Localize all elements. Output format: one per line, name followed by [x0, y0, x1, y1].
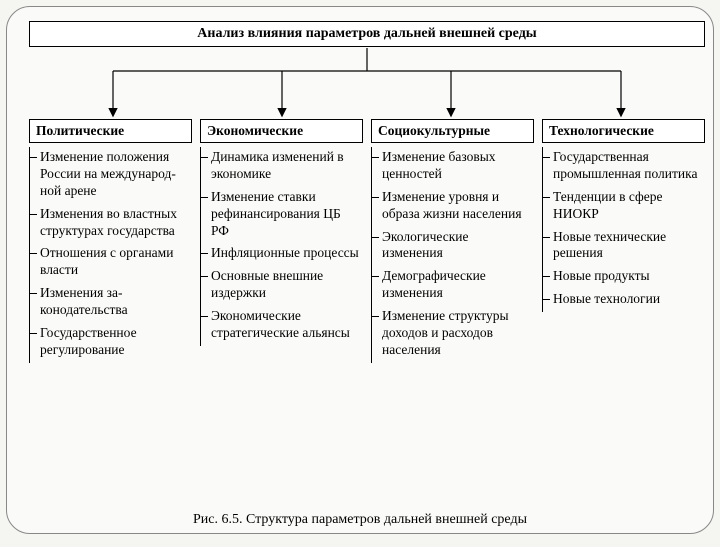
list-item: Динамика изменений в экономике	[201, 147, 363, 187]
list-item: Инфляционные процессы	[201, 243, 363, 266]
list-item: Экологические изменения	[372, 227, 534, 267]
column-items: Изменение по­ложения России на междунаро…	[29, 147, 192, 363]
column-sociocultural: Социокультурные Изменение базовых ценнос…	[371, 119, 534, 363]
list-item: Изменение по­ложения России на междунаро…	[30, 147, 192, 204]
columns-container: Политические Изменение по­ложения России…	[29, 119, 705, 363]
list-item: Изменения во властных структурах государ…	[30, 204, 192, 244]
list-item: Государственная промышленная политика	[543, 147, 705, 187]
list-item: Изменение струк­туры доходов и расходов …	[372, 306, 534, 363]
list-item: Тенденции в сфере НИОКР	[543, 187, 705, 227]
list-item: Основные внеш­ние издержки	[201, 266, 363, 306]
list-item: Новые технологии	[543, 289, 705, 312]
column-political: Политические Изменение по­ложения России…	[29, 119, 192, 363]
column-header: Социокультурные	[371, 119, 534, 143]
figure-caption: Рис. 6.5. Структура параметров дальней в…	[0, 512, 720, 528]
list-item: Новые продукты	[543, 266, 705, 289]
column-header: Экономические	[200, 119, 363, 143]
list-item: Демографические изменения	[372, 266, 534, 306]
diagram-frame: Анализ влияния параметров дальней внешне…	[6, 6, 714, 534]
column-header: Политические	[29, 119, 192, 143]
list-item: Изменения за­конодательства	[30, 283, 192, 323]
list-item: Государственное регулирование	[30, 323, 192, 363]
column-technological: Технологические Государственная промышле…	[542, 119, 705, 363]
list-item: Отношения с органами власти	[30, 243, 192, 283]
column-economic: Экономические Динамика изменений в эконо…	[200, 119, 363, 363]
column-items: Изменение базовых ценностей Изменение ур…	[371, 147, 534, 363]
list-item: Изменение став­ки рефинанси­рования ЦБ Р…	[201, 187, 363, 244]
list-item: Изменение уровня и образа жизни населени…	[372, 187, 534, 227]
list-item: Новые технические решения	[543, 227, 705, 267]
column-items: Динамика изменений в экономике Изменение…	[200, 147, 363, 346]
diagram-title: Анализ влияния параметров дальней внешне…	[29, 21, 705, 47]
list-item: Экономические стратегические альянсы	[201, 306, 363, 346]
column-header: Технологические	[542, 119, 705, 143]
column-items: Государственная промышленная политика Те…	[542, 147, 705, 312]
list-item: Изменение базовых ценностей	[372, 147, 534, 187]
